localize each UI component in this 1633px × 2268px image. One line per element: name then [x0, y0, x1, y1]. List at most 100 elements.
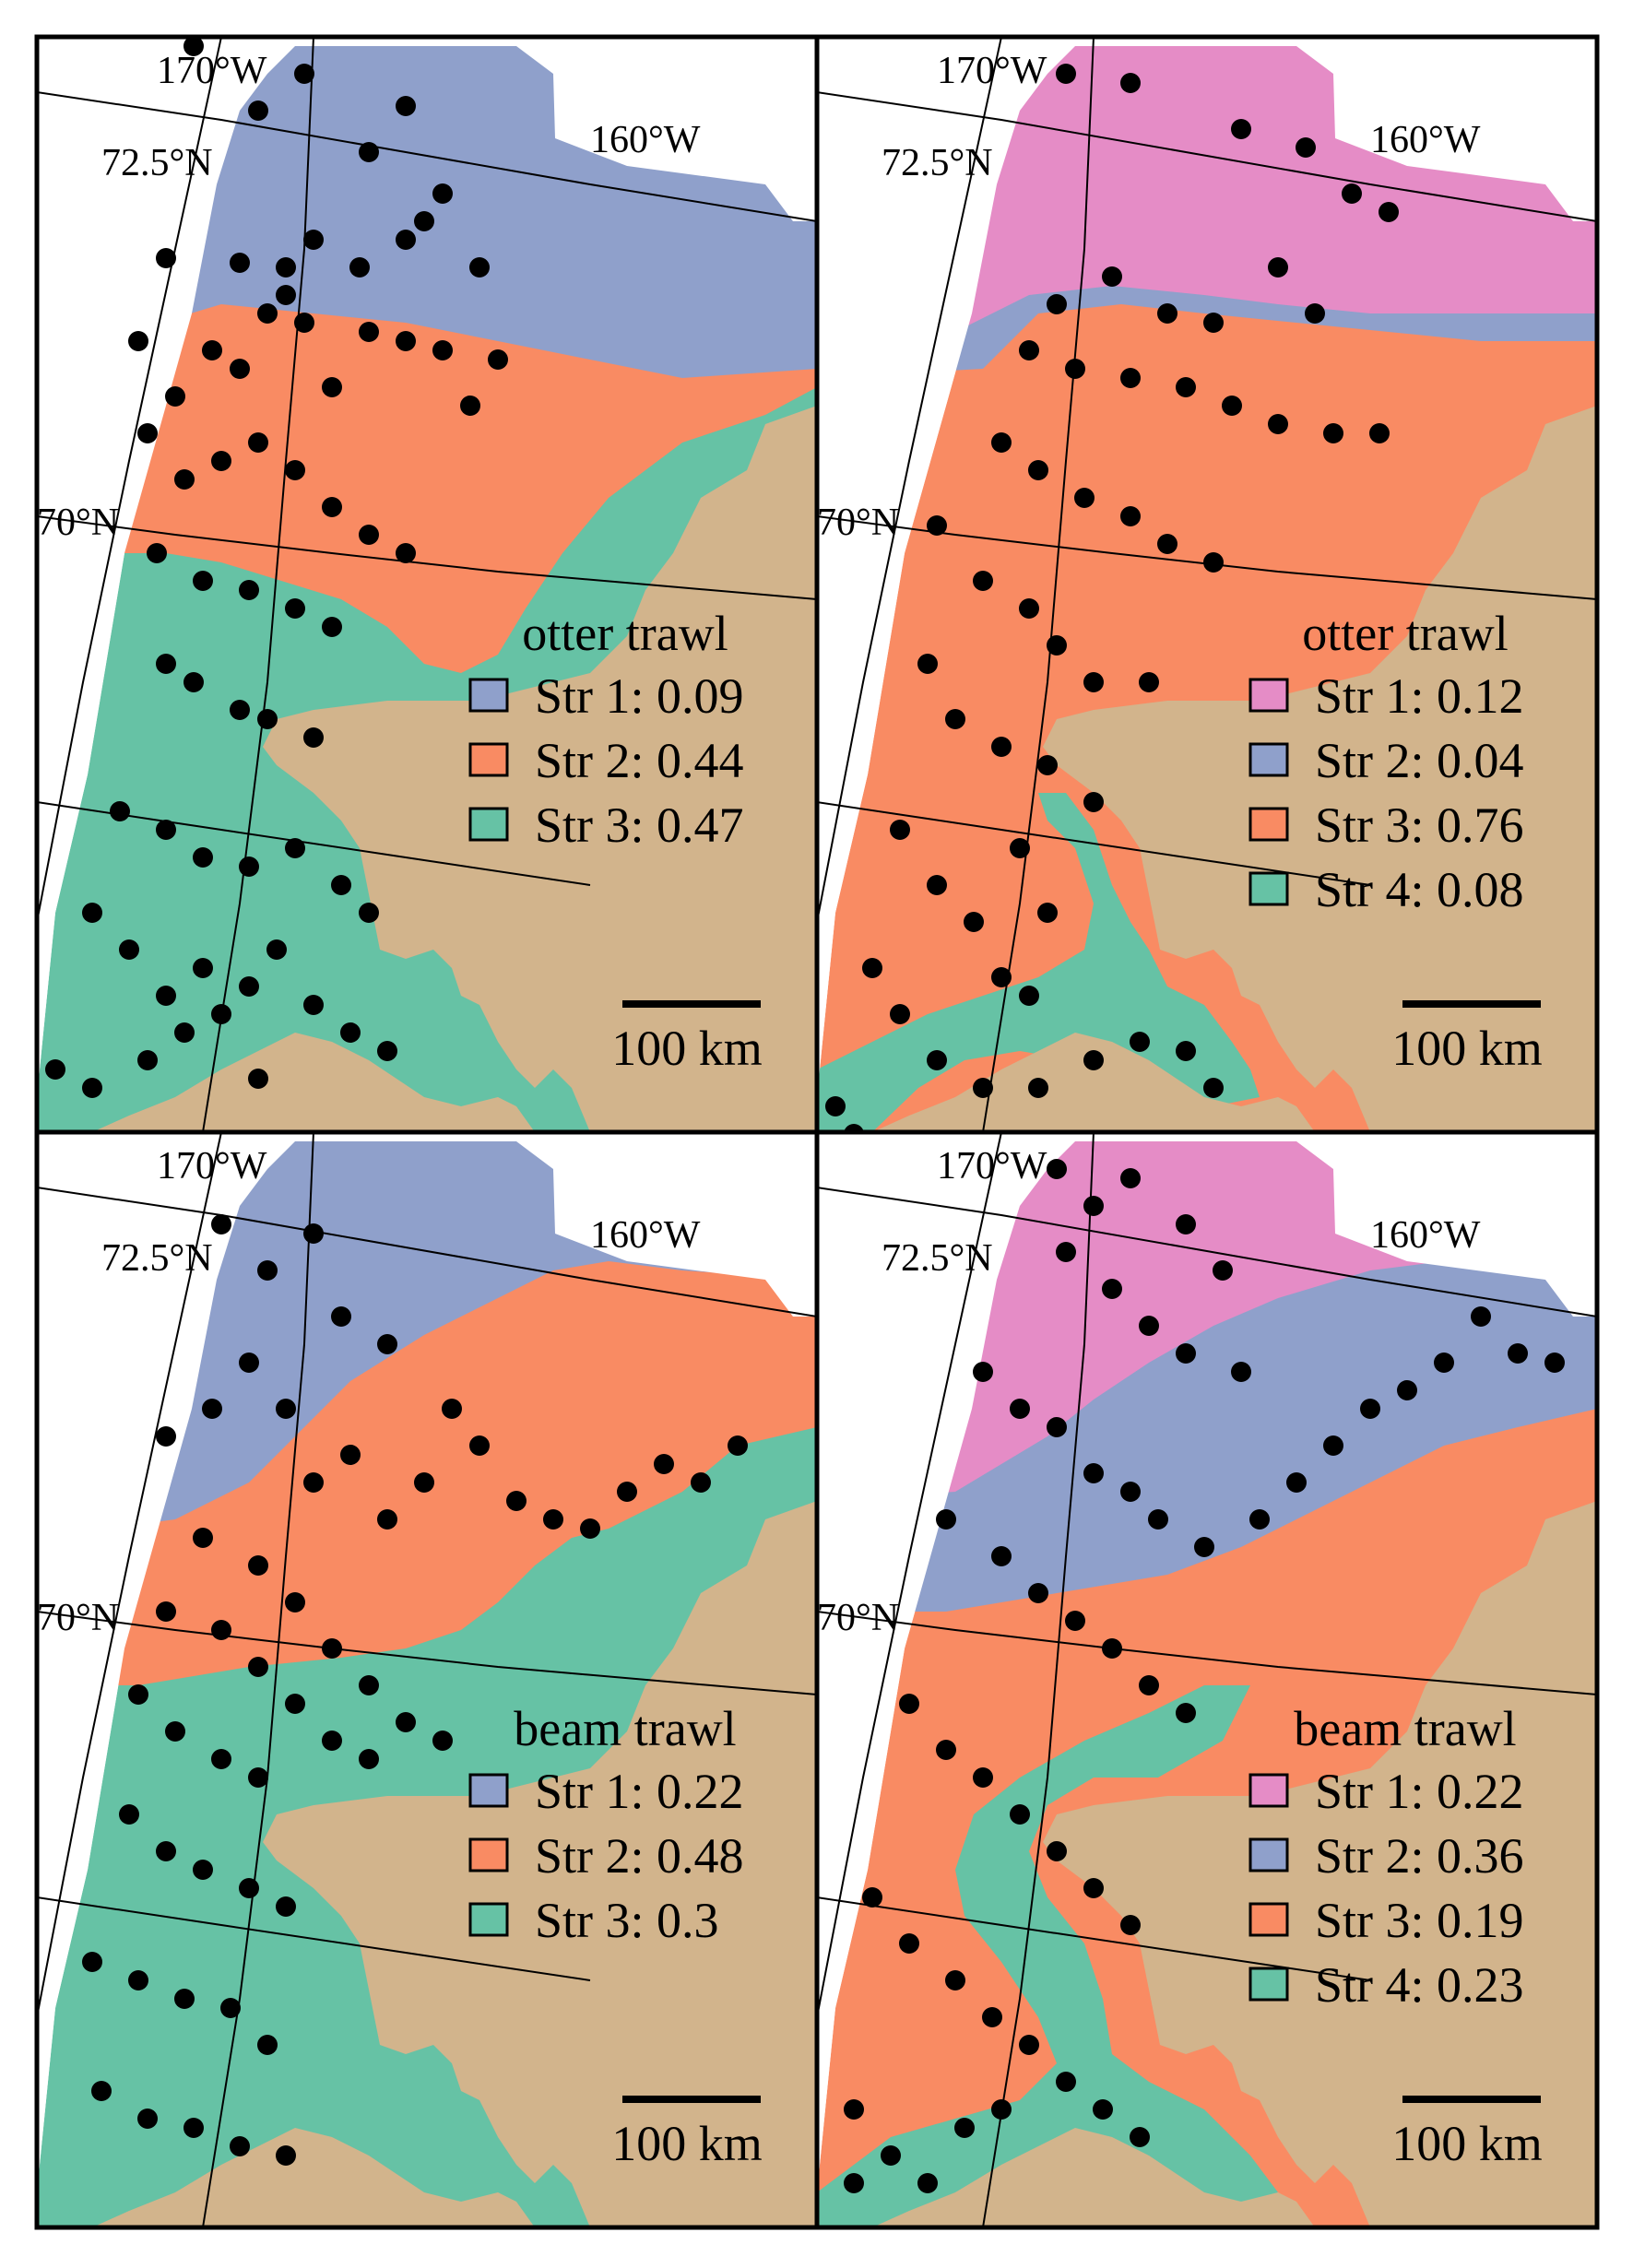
station-point	[174, 1989, 195, 2009]
legend-swatch	[1248, 871, 1289, 906]
station-point	[1157, 303, 1177, 324]
legend-swatch	[1248, 742, 1289, 777]
station-point	[432, 183, 453, 204]
station-point	[432, 340, 453, 360]
station-point	[1047, 1159, 1067, 1179]
station-point	[276, 2145, 296, 2166]
station-point	[543, 1509, 563, 1530]
station-point	[1203, 1078, 1224, 1098]
station-point	[294, 64, 314, 84]
open-water	[37, 1132, 817, 2192]
scale-bar-label: 100 km	[1391, 2116, 1543, 2171]
station-point	[174, 1022, 195, 1043]
station-point	[183, 2118, 204, 2138]
station-point	[1056, 1242, 1076, 1262]
graticule-lon-170	[817, 37, 1002, 1132]
station-point	[1019, 340, 1039, 360]
station-point	[890, 1004, 910, 1024]
station-point	[396, 230, 416, 250]
station-point	[1231, 1362, 1251, 1382]
station-point	[1222, 396, 1242, 416]
station-point	[1019, 598, 1039, 619]
legend-label: Str 3: 0.3	[535, 1893, 719, 1948]
station-point	[991, 432, 1012, 453]
station-point	[617, 1482, 637, 1502]
station-point	[266, 939, 287, 960]
station-point	[276, 257, 296, 278]
station-point	[414, 1472, 434, 1493]
lat-label-70n: 70°N	[817, 502, 899, 544]
station-point	[432, 1731, 453, 1751]
station-point	[1083, 672, 1104, 692]
lon-label-170w: 170°W	[937, 1145, 1047, 1187]
station-point	[285, 598, 305, 619]
station-point	[156, 248, 176, 268]
station-point	[1056, 2072, 1076, 2092]
station-point	[936, 1509, 956, 1530]
station-point	[1213, 1260, 1233, 1281]
station-point	[377, 1509, 397, 1530]
station-point	[927, 875, 947, 895]
legend-label: Str 2: 0.04	[1315, 733, 1524, 788]
station-point	[1203, 552, 1224, 573]
stratum-area-2	[817, 793, 1260, 1132]
station-point	[359, 903, 379, 923]
legend-label: Str 1: 0.22	[1315, 1764, 1524, 1819]
station-point	[1074, 488, 1095, 508]
station-point	[322, 497, 342, 517]
lat-label-72-5n: 72.5°N	[882, 1237, 993, 1280]
graticule-lon-170	[37, 1132, 222, 2227]
station-point	[285, 460, 305, 480]
station-point	[506, 1491, 527, 1511]
station-point	[359, 525, 379, 545]
station-point	[156, 654, 176, 674]
stratum-area-2	[817, 1685, 1278, 2227]
station-point	[248, 1069, 268, 1089]
station-point	[991, 2099, 1012, 2120]
station-point	[890, 820, 910, 840]
map-panel-4: 170°W 160°W 72.5°N 70°N beam trawl Str 1: 0.2…	[814, 1129, 1600, 2230]
station-point	[276, 1399, 296, 1419]
station-point	[825, 1096, 846, 1116]
station-point	[1120, 368, 1141, 388]
open-water	[817, 1132, 1597, 2192]
station-point	[1065, 1611, 1085, 1631]
scale-bar-label: 100 km	[611, 2116, 763, 2171]
graticule-lon-165	[202, 1132, 314, 2227]
station-point	[193, 571, 213, 591]
station-point	[239, 856, 259, 877]
graticule-lat-67-5	[37, 801, 591, 886]
station-point	[1176, 1703, 1196, 1723]
station-point	[303, 1223, 324, 1244]
station-point	[1323, 1435, 1343, 1456]
scale-bar	[1402, 1000, 1541, 1008]
station-point	[303, 1472, 324, 1493]
station-point	[322, 1638, 342, 1659]
legend-label: Str 4: 0.08	[1315, 862, 1524, 917]
station-point	[1010, 1804, 1030, 1825]
station-point	[285, 1694, 305, 1714]
station-point	[248, 1767, 268, 1788]
station-point	[156, 1426, 176, 1447]
station-point	[322, 1731, 342, 1751]
lon-label-160w: 160°W	[590, 119, 701, 161]
station-point	[183, 37, 204, 56]
station-point	[211, 1004, 231, 1024]
station-point	[128, 1970, 148, 1990]
station-point	[239, 1353, 259, 1373]
station-point	[991, 1546, 1012, 1566]
station-point	[303, 727, 324, 748]
station-point	[1120, 1915, 1141, 1935]
station-point	[137, 423, 158, 443]
station-point	[156, 1841, 176, 1861]
station-point	[1231, 119, 1251, 139]
station-point	[1120, 506, 1141, 526]
station-point	[110, 801, 130, 821]
station-point	[1369, 423, 1390, 443]
station-point	[331, 875, 351, 895]
station-point	[257, 303, 278, 324]
station-point	[349, 257, 370, 278]
station-point	[862, 958, 882, 978]
station-point	[1296, 137, 1316, 158]
station-point	[1249, 1509, 1270, 1530]
